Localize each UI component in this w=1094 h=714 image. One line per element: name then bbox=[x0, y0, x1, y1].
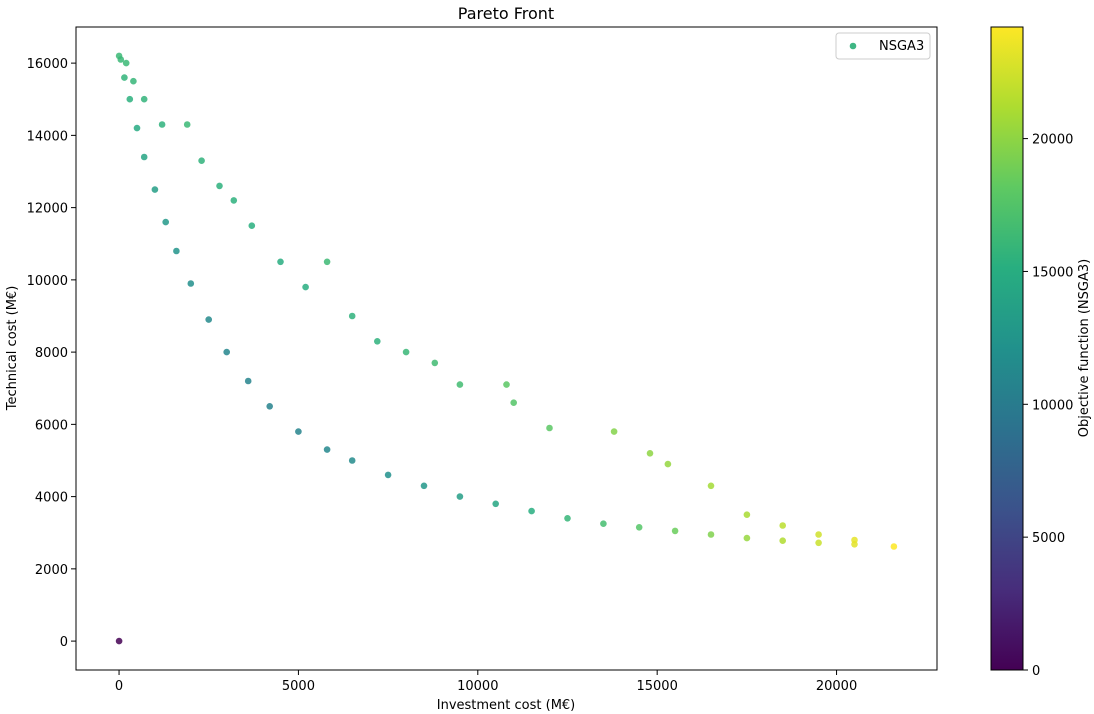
scatter-point-0 bbox=[115, 637, 123, 645]
y-tick-label: 16000 bbox=[27, 57, 68, 72]
scatter-point-52 bbox=[546, 424, 553, 432]
x-tick-label: 20000 bbox=[816, 679, 857, 694]
scatter-point-21 bbox=[492, 500, 500, 508]
scatter-point-8 bbox=[162, 218, 169, 226]
y-tick-label: 0 bbox=[60, 635, 68, 650]
colorbar-tick-label: 0 bbox=[1032, 664, 1040, 679]
scatter-point-32 bbox=[890, 543, 898, 550]
scatter-point-38 bbox=[198, 157, 205, 164]
chart-title: Pareto Front bbox=[458, 4, 554, 23]
scatter-point-44 bbox=[302, 283, 309, 291]
scatter-point-29 bbox=[779, 537, 786, 544]
scatter-point-16 bbox=[323, 446, 331, 453]
scatter-point-33 bbox=[122, 59, 130, 67]
scatter-point-35 bbox=[140, 95, 148, 103]
scatter-point-19 bbox=[420, 482, 428, 490]
scatter-point-3 bbox=[121, 74, 128, 81]
scatter-point-22 bbox=[528, 507, 535, 515]
colorbar-tick-label: 10000 bbox=[1032, 398, 1073, 413]
scatter-point-43 bbox=[323, 258, 331, 266]
scatter-point-51 bbox=[510, 399, 517, 407]
scatter-point-4 bbox=[126, 95, 134, 103]
scatter-point-53 bbox=[610, 428, 618, 435]
scatter-point-34 bbox=[130, 77, 137, 85]
scatter-point-48 bbox=[431, 359, 439, 367]
legend-marker bbox=[849, 42, 857, 50]
scatter-point-27 bbox=[707, 531, 715, 538]
scatter-point-39 bbox=[216, 182, 223, 190]
scatter-point-42 bbox=[277, 258, 284, 266]
scatter-point-46 bbox=[374, 338, 381, 345]
scatter-point-9 bbox=[173, 247, 180, 255]
scatter-point-13 bbox=[244, 377, 252, 385]
colorbar-ticks: 0 5000 10000 15000 20000 bbox=[1023, 133, 1073, 679]
scatter-point-56 bbox=[707, 482, 715, 490]
y-axis-ticks: 0 2000 4000 6000 8000 10000 12000 14000 16000 bbox=[27, 57, 76, 650]
plot-frame bbox=[75, 26, 938, 671]
scatter-point-6 bbox=[140, 153, 148, 161]
colorbar-tick-label: 15000 bbox=[1032, 265, 1073, 280]
scatter-point-24 bbox=[600, 520, 607, 527]
scatter-point-11 bbox=[205, 316, 212, 323]
x-axis-label: Investment cost (M€) bbox=[437, 698, 576, 713]
legend-box bbox=[835, 32, 931, 60]
scatter-points bbox=[115, 52, 898, 645]
scatter-point-57 bbox=[743, 511, 751, 518]
scatter-point-28 bbox=[743, 534, 751, 542]
colorbar-tick-label: 20000 bbox=[1032, 133, 1073, 148]
scatter-point-36 bbox=[158, 121, 166, 128]
scatter-point-7 bbox=[151, 186, 159, 193]
x-tick-label: 10000 bbox=[457, 679, 498, 694]
scatter-point-50 bbox=[503, 381, 510, 388]
legend: NSGA3 bbox=[835, 32, 931, 60]
x-tick-label: 0 bbox=[115, 679, 123, 694]
y-tick-label: 12000 bbox=[27, 202, 68, 217]
y-tick-label: 14000 bbox=[27, 129, 68, 144]
y-tick-label: 10000 bbox=[27, 274, 68, 289]
y-tick-label: 4000 bbox=[35, 491, 68, 506]
scatter-point-17 bbox=[348, 457, 356, 464]
y-tick-label: 8000 bbox=[35, 346, 68, 361]
scatter-point-10 bbox=[187, 280, 195, 287]
colorbar-tick-label: 5000 bbox=[1032, 531, 1065, 546]
colorbar-label: Objective function (NSGA3) bbox=[1077, 259, 1092, 437]
x-tick-label: 15000 bbox=[636, 679, 677, 694]
scatter-point-26 bbox=[671, 527, 679, 535]
scatter-point-5 bbox=[133, 124, 141, 132]
x-tick-label: 5000 bbox=[282, 679, 315, 694]
scatter-point-14 bbox=[266, 403, 274, 410]
scatter-point-59 bbox=[815, 531, 822, 538]
scatter-point-12 bbox=[223, 348, 230, 356]
y-tick-label: 2000 bbox=[35, 563, 68, 578]
scatter-point-47 bbox=[402, 348, 410, 356]
scatter-point-37 bbox=[183, 121, 191, 128]
scatter-point-49 bbox=[456, 381, 464, 388]
y-tick-label: 6000 bbox=[35, 418, 68, 433]
scatter-point-40 bbox=[230, 197, 238, 204]
scatter-point-23 bbox=[564, 515, 571, 522]
scatter-point-54 bbox=[646, 450, 654, 457]
scatter-point-55 bbox=[664, 460, 672, 468]
scatter-point-2 bbox=[117, 56, 125, 63]
scatter-point-58 bbox=[779, 522, 786, 529]
scatter-point-41 bbox=[248, 222, 256, 229]
scatter-point-60 bbox=[851, 536, 858, 544]
y-axis-label: Technical cost (M€) bbox=[5, 286, 20, 412]
scatter-point-45 bbox=[348, 312, 356, 320]
legend-entry-nsga3: NSGA3 bbox=[879, 39, 924, 54]
x-axis-ticks: 0 5000 10000 15000 20000 bbox=[115, 670, 857, 694]
scatter-point-30 bbox=[815, 539, 822, 547]
scatter-point-18 bbox=[384, 471, 392, 479]
scatter-point-25 bbox=[635, 524, 643, 531]
scatter-point-15 bbox=[295, 428, 302, 435]
scatter-point-20 bbox=[456, 493, 464, 500]
colorbar bbox=[990, 26, 1024, 671]
